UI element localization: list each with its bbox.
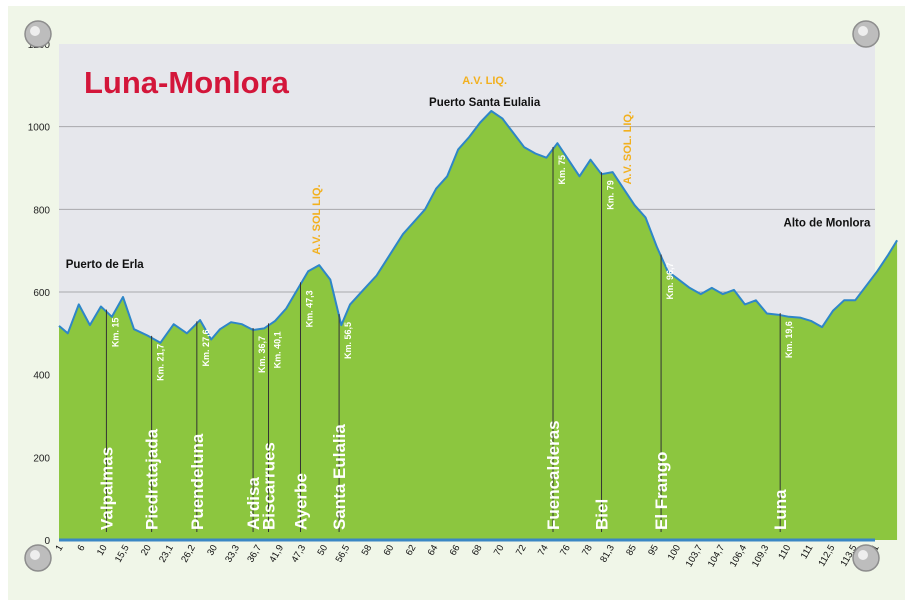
supply-point-label: A.V. SOL. LIQ. — [622, 111, 634, 185]
town-name: Ayerbe — [291, 473, 310, 530]
x-tick-label: 64 — [426, 543, 441, 558]
peak-label: Alto de Monlora — [784, 217, 871, 229]
x-tick-label: 30 — [205, 543, 220, 558]
x-tick-label: 1 — [53, 543, 65, 553]
town-name: Ardisa — [244, 477, 263, 530]
town-name: Luna — [771, 489, 790, 530]
town-name: Fuencalderas — [544, 420, 563, 530]
x-tick-label: 20 — [139, 543, 154, 558]
corner-pins — [24, 20, 880, 572]
x-tick-label: 50 — [315, 543, 330, 558]
town-markers — [105, 146, 781, 532]
town-km-label: Km. 56,5 — [343, 322, 353, 359]
corner-pin-highlight — [858, 550, 868, 560]
peak-label: Puerto de Erla — [66, 259, 145, 271]
town-name: Piedratajada — [143, 428, 162, 530]
town-name: El Frango — [652, 452, 671, 530]
y-tick-label: 1000 — [28, 123, 51, 134]
town-km-label: Km. 40,1 — [273, 331, 283, 368]
x-tick-label: 74 — [536, 543, 551, 558]
corner-pin-highlight — [30, 550, 40, 560]
y-tick-label: 0 — [44, 536, 50, 547]
corner-pin-highlight — [30, 26, 40, 36]
x-tick-label: 60 — [382, 543, 397, 558]
corner-pin-highlight — [858, 26, 868, 36]
x-tick-label: 76 — [558, 543, 573, 558]
x-tick-label: 70 — [492, 543, 507, 558]
town-km-label: Km. 27,6 — [201, 329, 211, 366]
town-km-label: Km. 79 — [606, 180, 616, 210]
x-tick-label: 85 — [624, 543, 639, 558]
x-tick-label: 58 — [360, 543, 375, 558]
x-tick-label: 78 — [580, 543, 595, 558]
town-name: Biscarrues — [260, 442, 279, 530]
town-km-label: Km. 96,7 — [665, 262, 675, 299]
x-tick-label: 62 — [404, 543, 419, 558]
town-km-label: Km. 15 — [110, 318, 120, 348]
x-tick-label: 10 — [95, 543, 110, 558]
chart-labels: Valpalmas Km. 15 Piedratajada Km. 21,7 Puend… — [66, 75, 871, 530]
town-km-label: Km. 21,7 — [156, 344, 166, 381]
x-tick-label: 95 — [646, 543, 661, 558]
y-tick-label: 800 — [33, 205, 50, 216]
town-name: Santa Eulalia — [330, 424, 349, 530]
x-tick-label: 68 — [470, 543, 485, 558]
town-name: Biel — [593, 499, 612, 530]
x-tick-label: 6 — [75, 543, 87, 553]
town-km-label: Km. 19,6 — [784, 321, 794, 358]
peak-label: Puerto Santa Eulalia — [429, 97, 541, 109]
chart-title: Luna-Monlora — [84, 65, 290, 100]
y-tick-label: 200 — [33, 453, 50, 464]
y-tick-label: 600 — [33, 288, 50, 299]
town-km-label: Km. 47,3 — [304, 290, 314, 327]
town-name: Valpalmas — [97, 447, 116, 530]
town-km-label: Km. 75 — [557, 155, 567, 185]
elevation-line — [58, 110, 898, 344]
y-tick-label: 400 — [33, 371, 50, 382]
supply-point-label: A.V. LIQ. — [462, 75, 507, 87]
supply-point-label: A.V. SOL LIQ. — [311, 185, 323, 255]
x-tick-label: 72 — [514, 543, 529, 558]
town-name: Puendeluna — [188, 433, 207, 530]
town-km-label: Km. 36,7 — [257, 336, 267, 373]
x-tick-label: 66 — [448, 543, 463, 558]
